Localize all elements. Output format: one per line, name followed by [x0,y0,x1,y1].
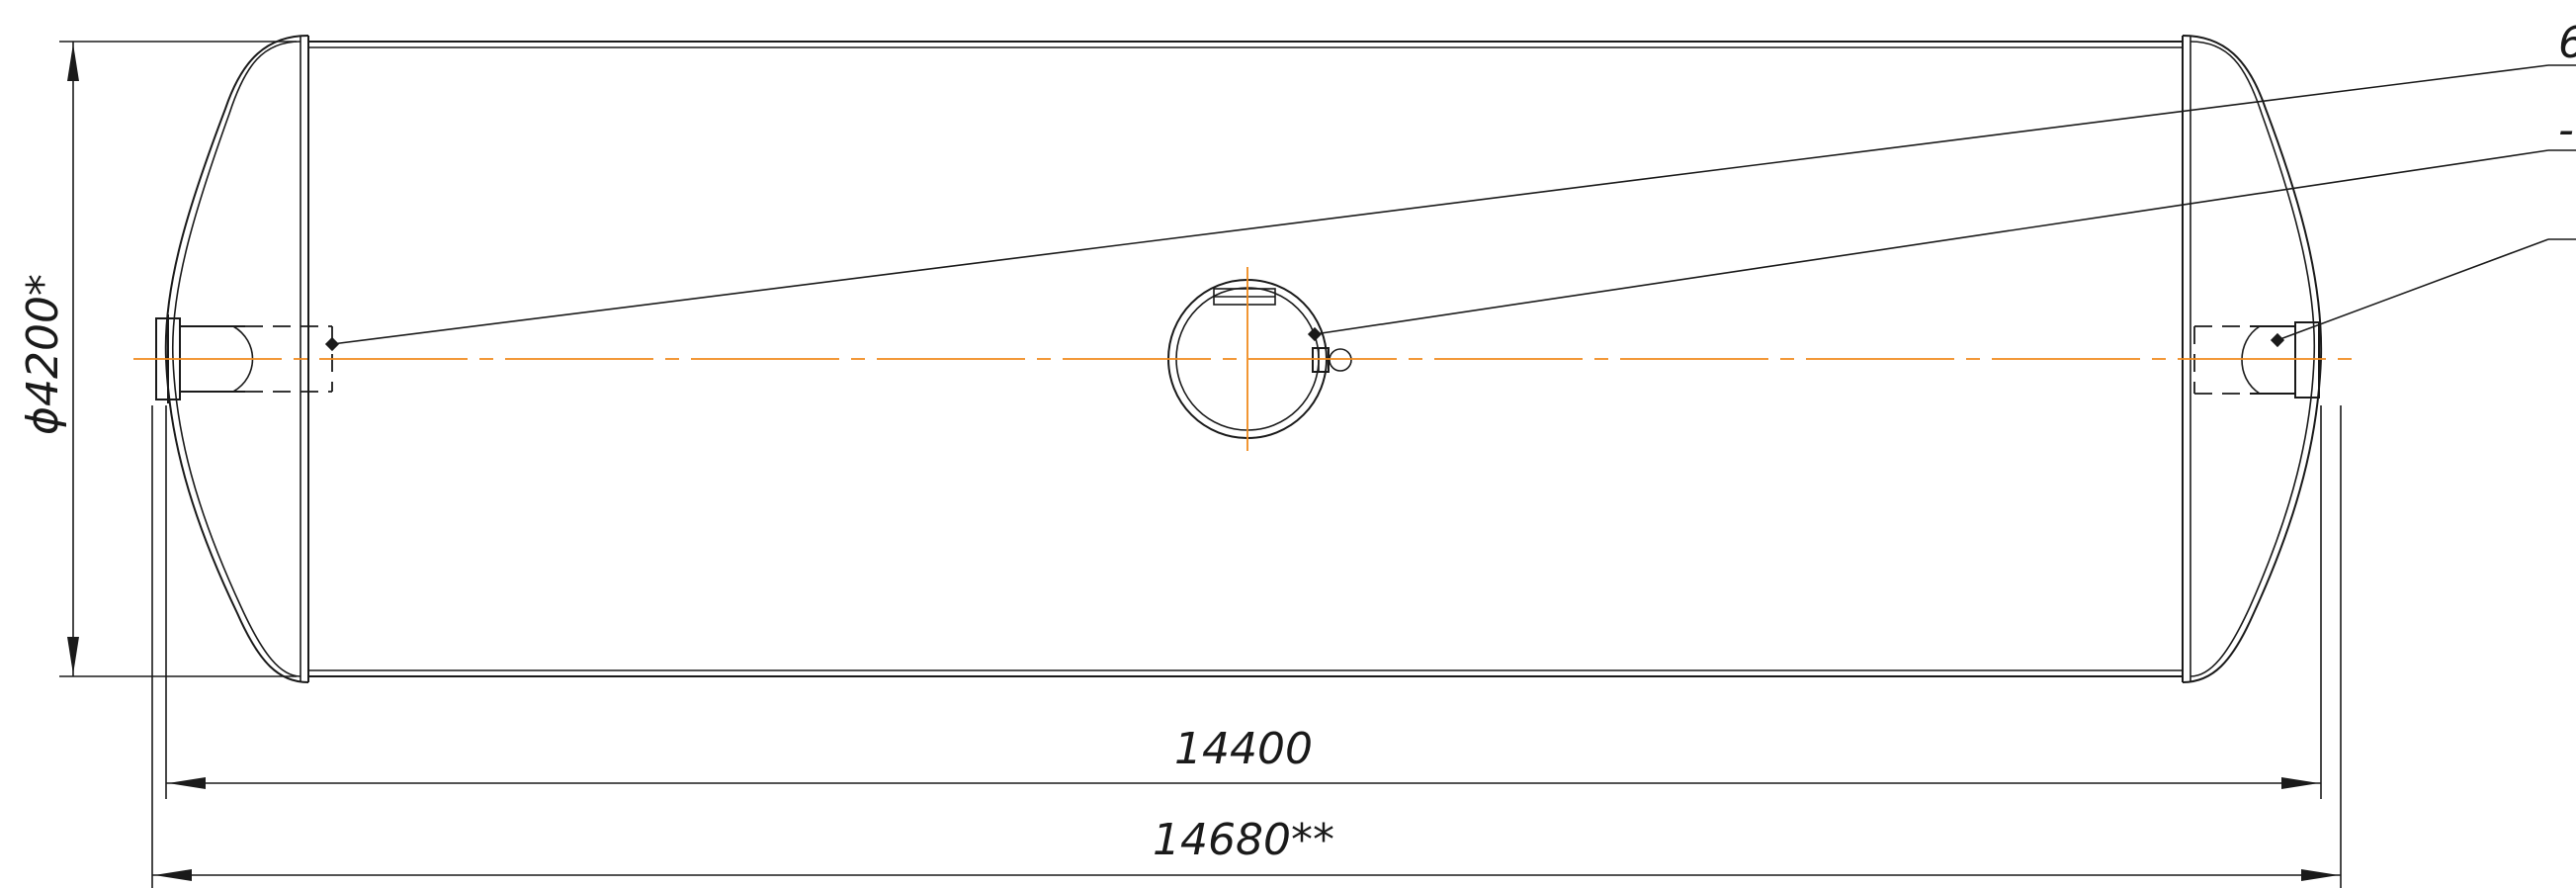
length-inner-label: 14400 [1174,724,1313,774]
leader-lines: 6 - [324,18,2576,352]
leader-tag-middle: - [2558,105,2574,155]
leader-tag-top: 6 [2558,18,2576,68]
diameter-label: ϕ4200* [18,274,68,435]
length-dimensions: 14400 14680** [151,405,2342,888]
diameter-dimension: ϕ4200* [18,41,297,677]
right-nozzle [2193,321,2320,399]
length-overall-label: 14680** [1153,815,1334,865]
centerlines [133,267,2362,451]
